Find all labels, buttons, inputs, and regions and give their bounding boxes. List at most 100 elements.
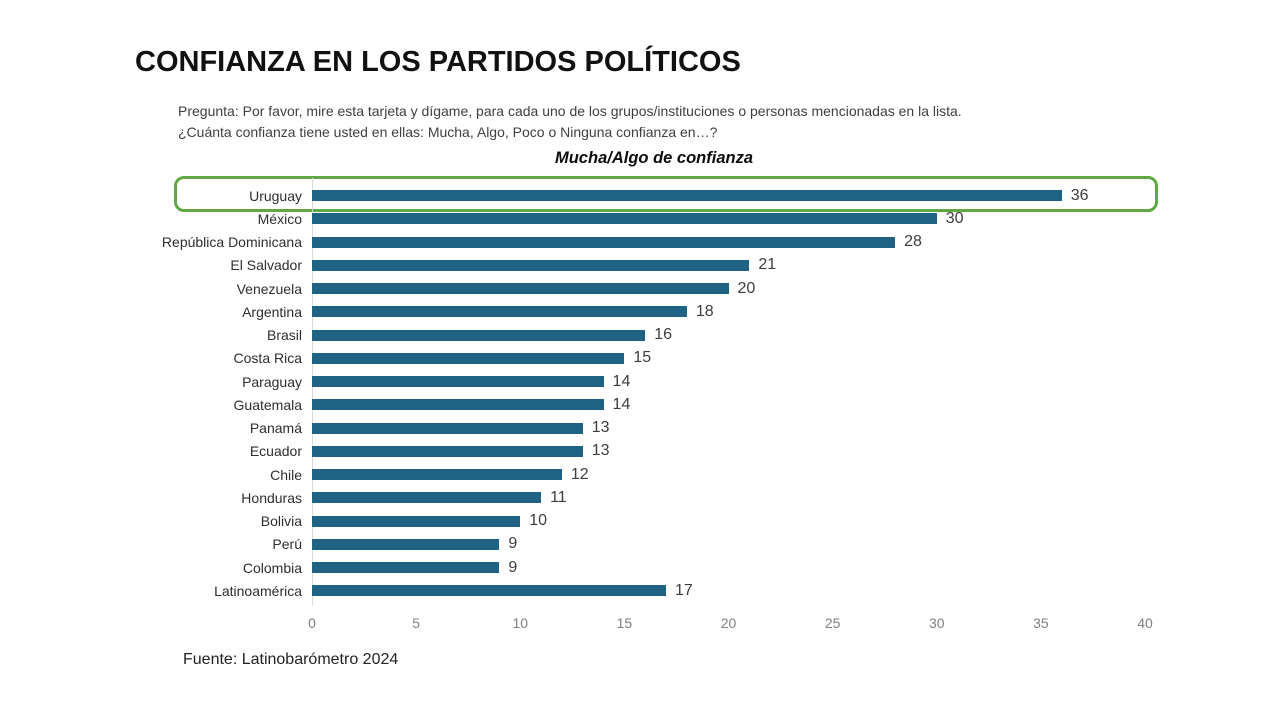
category-label: México [257, 210, 302, 227]
y-axis-line [312, 178, 313, 606]
category-label: Paraguay [242, 373, 302, 390]
bar-area: 18 [312, 300, 1165, 323]
bar [312, 585, 667, 597]
category-label: Honduras [241, 489, 302, 506]
x-tick-label: 40 [1137, 615, 1153, 631]
chart-row: Latinoamérica 17 [135, 579, 1165, 602]
bar [312, 306, 687, 318]
bar-area: 30 [312, 207, 1165, 230]
value-label: 9 [508, 558, 518, 576]
chart-row: Honduras 11 [135, 486, 1165, 509]
chart-row: México 30 [135, 207, 1165, 230]
bar [312, 236, 896, 248]
chart-row: Paraguay 14 [135, 370, 1165, 393]
value-label: 16 [654, 326, 672, 344]
bar-area: 14 [312, 370, 1165, 393]
bar [312, 376, 604, 388]
chart-row: Perú 9 [135, 533, 1165, 556]
chart-rows: Uruguay 36 México 30 República Dominicana 28 E… [135, 184, 1165, 603]
bar [312, 492, 542, 504]
chart-row: Uruguay 36 [135, 184, 1165, 207]
bar [312, 445, 583, 457]
category-label: Ecuador [249, 443, 302, 460]
x-tick-label: 15 [616, 615, 633, 631]
bar-area: 15 [312, 347, 1165, 370]
value-label: 11 [550, 488, 567, 506]
bar-area: 16 [312, 324, 1165, 347]
bar-area: 13 [312, 417, 1165, 440]
bar-area: 9 [312, 533, 1165, 556]
x-tick-label: 10 [512, 615, 529, 631]
x-tick-label: 20 [720, 615, 737, 631]
value-label: 28 [904, 233, 922, 251]
x-tick-label: 0 [308, 615, 316, 631]
bar-area: 11 [312, 486, 1165, 509]
category-label: Brasil [266, 327, 302, 344]
chart-row: El Salvador 21 [135, 254, 1165, 277]
chart-row: Brasil 16 [135, 324, 1165, 347]
category-label: Argentina [242, 303, 302, 320]
bar-area: 13 [312, 440, 1165, 463]
bar-area: 17 [312, 579, 1165, 602]
bar [312, 259, 750, 271]
page-title: CONFIANZA EN LOS PARTIDOS POLÍTICOS [135, 46, 741, 78]
chart-row: República Dominicana 28 [135, 231, 1165, 254]
bar [312, 399, 604, 411]
category-label: Latinoamérica [214, 582, 302, 599]
value-label: 13 [591, 419, 610, 437]
bar-area: 20 [312, 277, 1165, 300]
bar [312, 352, 625, 364]
bar-area: 10 [312, 510, 1165, 533]
question-line-2: ¿Cuánta confianza tiene usted en ellas: … [178, 124, 718, 140]
bar [312, 515, 521, 527]
chart-row: Argentina 18 [135, 300, 1165, 323]
bar [312, 329, 646, 341]
bar [312, 469, 562, 481]
chart-row: Costa Rica 15 [135, 347, 1165, 370]
category-label: El Salvador [230, 257, 302, 274]
bar [312, 283, 729, 295]
bar-area: 9 [312, 556, 1165, 579]
bar-area: 12 [312, 463, 1165, 486]
bar-area: 28 [312, 231, 1165, 254]
chart-row: Panamá 13 [135, 417, 1165, 440]
bar [312, 562, 500, 574]
value-label: 17 [675, 581, 693, 599]
value-label: 30 [945, 209, 964, 227]
chart-row: Colombia 9 [135, 556, 1165, 579]
question-text: Pregunta: Por favor, mire esta tarjeta y… [178, 101, 962, 143]
bar [312, 422, 583, 434]
value-label: 13 [591, 442, 610, 460]
chart-row: Ecuador 13 [135, 440, 1165, 463]
category-label: Venezuela [236, 280, 302, 297]
value-label: 9 [508, 535, 518, 553]
highlight-box-uruguay [174, 176, 1158, 212]
value-label: 20 [737, 279, 756, 297]
chart-row: Chile 12 [135, 463, 1165, 486]
x-axis: 0 5 10 15 20 25 30 35 40 [135, 615, 1165, 635]
value-label: 12 [570, 465, 589, 483]
bar [312, 190, 1062, 202]
chart-row: Guatemala 14 [135, 393, 1165, 416]
category-label: Guatemala [233, 396, 302, 413]
chart-row: Venezuela 20 [135, 277, 1165, 300]
x-tick-label: 25 [824, 615, 841, 631]
bar-area: 14 [312, 393, 1165, 416]
category-label: Panamá [249, 420, 302, 437]
value-label: 15 [633, 349, 652, 367]
category-label: Chile [270, 466, 302, 483]
bar-area: 21 [312, 254, 1165, 277]
category-label: República Dominicana [161, 234, 302, 251]
category-label: Costa Rica [233, 350, 302, 367]
value-label: 21 [758, 256, 777, 274]
bar [312, 213, 937, 225]
value-label: 36 [1070, 186, 1089, 204]
value-label: 14 [612, 395, 631, 413]
source-text: Fuente: Latinobarómetro 2024 [183, 651, 399, 668]
chart-title: Mucha/Algo de confianza [554, 149, 754, 167]
category-label: Uruguay [249, 187, 302, 204]
chart-row: Bolivia 10 [135, 510, 1165, 533]
value-label: 14 [612, 372, 631, 390]
category-label: Colombia [242, 559, 302, 576]
